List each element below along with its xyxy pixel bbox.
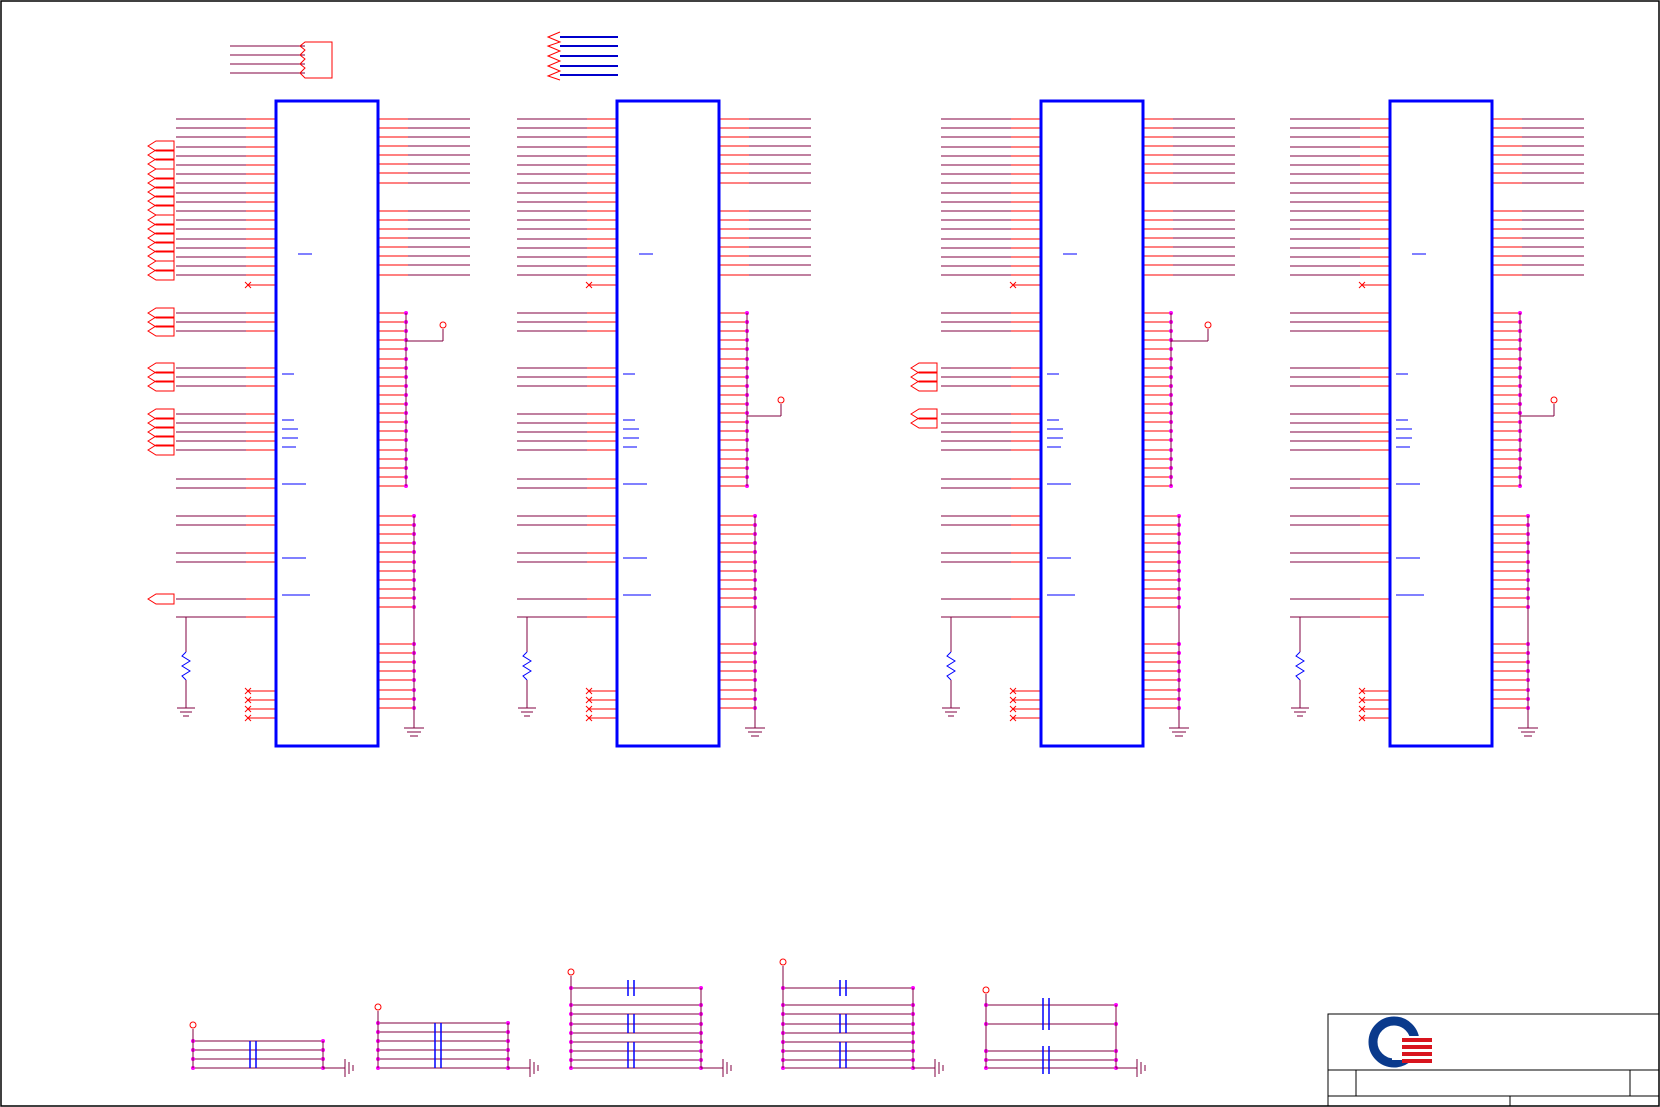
hierarchical-port-icon — [147, 435, 175, 447]
chip-3 — [941, 99, 1235, 748]
hierarchical-port-icon — [147, 380, 175, 392]
hierarchical-port-icon — [147, 186, 175, 198]
ground-symbol-icon — [404, 727, 424, 737]
port-connector-group — [910, 362, 938, 392]
hierarchical-port-icon — [147, 140, 175, 152]
hierarchical-port-icon — [147, 593, 175, 605]
ground-symbol-icon — [518, 707, 536, 717]
hierarchical-port-icon — [910, 417, 938, 429]
ground-symbol-icon — [344, 1059, 354, 1077]
hierarchical-port-icon — [910, 371, 938, 383]
capacitor-icon — [249, 1041, 257, 1068]
capacitor-icon — [627, 980, 635, 996]
cap-group-1 — [189, 1021, 354, 1077]
hierarchical-port-icon — [147, 250, 175, 262]
ground-symbol-icon — [529, 1059, 539, 1077]
vcc-flag-icon — [777, 396, 785, 404]
cap-group-3 — [567, 968, 732, 1077]
hierarchical-port-icon — [147, 149, 175, 161]
resistor-icon — [1295, 651, 1305, 681]
hierarchical-port-icon — [147, 168, 175, 180]
resistor-icon — [522, 651, 532, 681]
chip-body — [1039, 99, 1145, 748]
hierarchical-port-icon — [147, 269, 175, 281]
resistor-icon — [946, 651, 956, 681]
port-connector-group — [147, 593, 175, 605]
hierarchical-port-icon — [147, 204, 175, 216]
hierarchical-port-icon — [147, 158, 175, 170]
hierarchical-port-icon — [147, 426, 175, 438]
chip-body — [274, 99, 380, 748]
ground-symbol-icon — [1291, 707, 1309, 717]
capacitor-icon — [1042, 998, 1050, 1030]
ground-symbol-icon — [745, 727, 765, 737]
port-connector-group — [147, 408, 175, 456]
port-connector-group — [910, 408, 938, 429]
chip-body — [1388, 99, 1494, 748]
hierarchical-port-icon — [147, 417, 175, 429]
hierarchical-port-icon — [147, 223, 175, 235]
vcc-flag-icon — [779, 958, 787, 966]
vcc-flag-icon — [1204, 321, 1212, 329]
hierarchical-port-icon — [147, 362, 175, 374]
vcc-flag-icon — [567, 968, 575, 976]
hierarchical-port-icon — [147, 316, 175, 328]
hierarchical-port-icon — [147, 214, 175, 226]
vcc-flag-icon — [189, 1021, 197, 1029]
cap-group-4 — [779, 958, 944, 1077]
ground-symbol-icon — [934, 1059, 944, 1077]
top-bus-connector-right — [546, 31, 618, 81]
hierarchical-port-icon — [147, 241, 175, 253]
ground-symbol-icon — [942, 707, 960, 717]
ground-symbol-icon — [722, 1059, 732, 1077]
hierarchical-port-icon — [147, 325, 175, 337]
decoupling-capacitors-layer — [189, 958, 1146, 1077]
port-connector-group — [147, 307, 175, 337]
title-block — [1327, 1013, 1660, 1107]
ground-symbol-icon — [1518, 727, 1538, 737]
capacitor-icon — [839, 1042, 847, 1068]
capacitor-icon — [839, 980, 847, 996]
vcc-flag-icon — [982, 986, 990, 994]
capacitor-icon — [1042, 1046, 1050, 1074]
capacitor-icon — [627, 1042, 635, 1068]
capacitor-icon — [839, 1014, 847, 1033]
hierarchical-port-icon — [147, 177, 175, 189]
chip-1 — [176, 99, 470, 748]
hierarchical-port-icon — [147, 232, 175, 244]
cap-group-2 — [374, 1003, 539, 1077]
chip-body — [615, 99, 721, 748]
hierarchical-port-icon — [147, 260, 175, 272]
port-connector-group — [147, 140, 175, 281]
ground-symbol-icon — [1136, 1059, 1146, 1077]
vcc-flag-icon — [439, 321, 447, 329]
hierarchical-port-icon — [147, 195, 175, 207]
hierarchical-port-icon — [147, 371, 175, 383]
cap-group-5 — [982, 986, 1146, 1077]
top-bus-connector-left — [230, 41, 333, 79]
hierarchical-port-icon — [147, 408, 175, 420]
ground-symbol-icon — [1169, 727, 1189, 737]
ground-symbol-icon — [177, 707, 195, 717]
port-connector-group — [147, 362, 175, 392]
capacitor-icon — [434, 1023, 442, 1068]
vcc-flag-icon — [374, 1003, 382, 1011]
chip-2 — [517, 99, 811, 748]
hierarchical-port-icon — [910, 408, 938, 420]
hierarchical-port-icon — [910, 362, 938, 374]
hierarchical-port-icon — [147, 307, 175, 319]
chips-layer — [147, 99, 1584, 748]
hierarchical-port-icon — [147, 444, 175, 456]
vcc-flag-icon — [1550, 396, 1558, 404]
hierarchical-port-icon — [910, 380, 938, 392]
company-logo-icon — [1368, 1016, 1432, 1068]
capacitor-icon — [627, 1014, 635, 1033]
chip-4 — [1290, 99, 1584, 748]
resistor-icon — [181, 651, 191, 681]
